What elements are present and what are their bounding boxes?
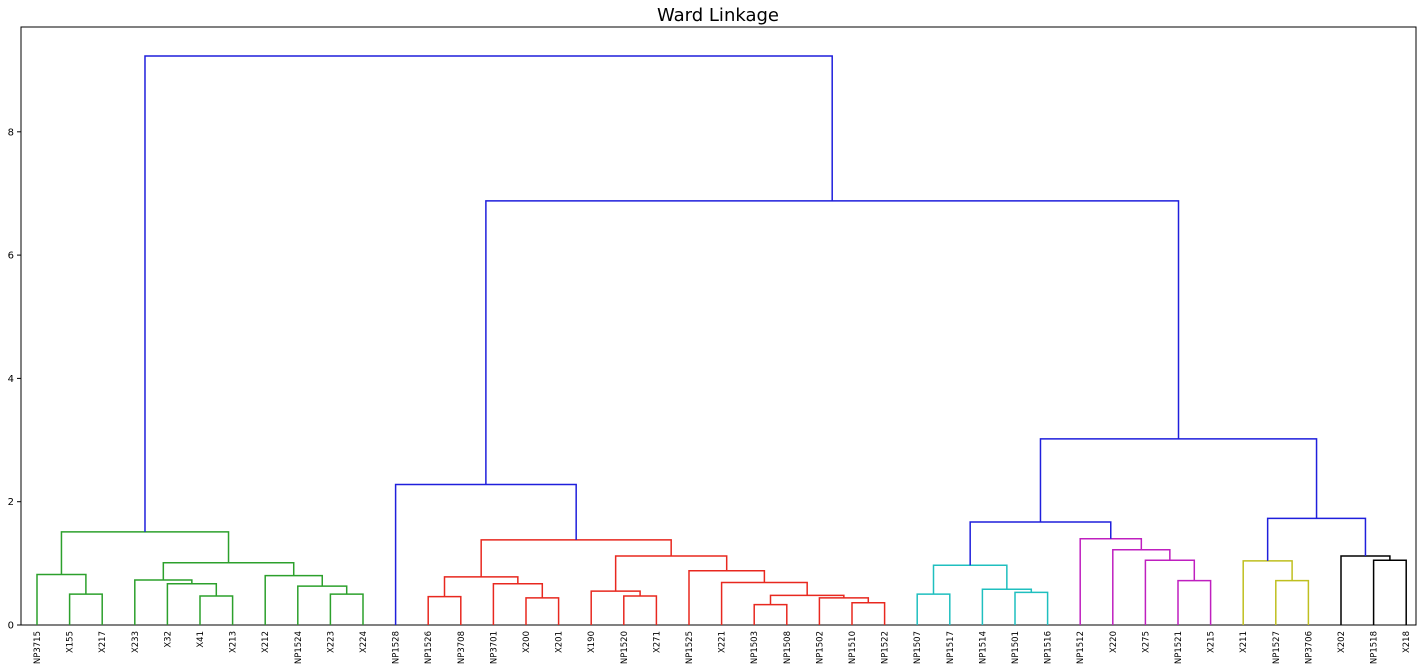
dendrogram-link-r8 xyxy=(851,602,886,625)
leaf-label: X275 xyxy=(1141,631,1151,653)
dendrogram-link-g8 xyxy=(264,574,323,625)
y-tick-label: 4 xyxy=(8,374,14,385)
dendrogram-link-b1 xyxy=(394,483,577,625)
leaf-label: NP1508 xyxy=(783,631,793,664)
dendrogram-link-g6 xyxy=(329,593,364,625)
leaf-label: NP3708 xyxy=(457,631,467,664)
leaf-label: NP3706 xyxy=(1304,631,1314,664)
dendrogram-link-b6 xyxy=(144,55,833,532)
dendrogram-link-g10 xyxy=(60,531,230,575)
dendrogram-link-r12 xyxy=(688,569,766,625)
y-tick-label: 6 xyxy=(8,251,14,262)
leaf-label: X271 xyxy=(652,631,662,653)
leaf-label: X223 xyxy=(326,631,336,653)
leaf-label: NP1516 xyxy=(1044,631,1054,664)
dendrogram-link-b5 xyxy=(485,200,1180,485)
y-tick-label: 0 xyxy=(8,621,14,632)
y-axis: 0 2 4 6 8 xyxy=(8,127,21,632)
leaf-label: NP1510 xyxy=(848,631,858,664)
dendrogram-link-r2 xyxy=(525,597,560,625)
leaf-label: NP1527 xyxy=(1272,631,1282,664)
leaf-label: X201 xyxy=(555,631,565,653)
dendrogram-link-r14 xyxy=(480,539,672,577)
dendrogram-links xyxy=(36,55,1407,625)
leaf-label: X215 xyxy=(1207,631,1217,653)
dendrogram-link-g9 xyxy=(162,561,295,580)
dendrogram-link-r4 xyxy=(443,576,519,597)
dendrogram-link-g5 xyxy=(134,579,193,625)
dendrogram-link-k1 xyxy=(1372,559,1407,625)
dendrogram-link-m2 xyxy=(1144,559,1196,625)
leaf-label: NP3701 xyxy=(489,631,499,664)
dendrogram-link-g7 xyxy=(297,585,348,625)
dendrogram-link-r11 xyxy=(720,581,808,625)
leaf-label: NP1525 xyxy=(685,631,695,664)
leaf-label: X221 xyxy=(718,631,728,653)
leaf-label: NP1514 xyxy=(978,631,988,664)
leaf-label: X220 xyxy=(1109,631,1119,653)
leaf-label: NP1517 xyxy=(946,631,956,664)
leaf-label: NP1528 xyxy=(392,631,402,664)
leaf-label: NP1503 xyxy=(750,631,760,664)
dendrogram-link-c3 xyxy=(981,588,1033,625)
dendrogram-link-c1 xyxy=(916,593,951,625)
leaf-label: X32 xyxy=(163,631,173,648)
leaf-label: X217 xyxy=(98,631,108,653)
dendrogram-link-m3 xyxy=(1112,549,1171,625)
dendrogram-link-y2 xyxy=(1242,560,1293,625)
y-tick-label: 8 xyxy=(8,127,14,138)
leaf-label: X190 xyxy=(587,631,597,653)
leaf-label: NP1522 xyxy=(881,631,891,664)
leaf-label: NP1520 xyxy=(620,631,630,664)
plot-frame xyxy=(20,26,1417,626)
chart-title: Ward Linkage xyxy=(657,5,779,26)
dendrogram-link-g1 xyxy=(68,593,103,625)
leaf-label: NP3715 xyxy=(33,631,43,664)
dendrogram-link-r10 xyxy=(769,594,845,605)
leaf-label: X218 xyxy=(1402,631,1412,653)
dendrogram-link-g3 xyxy=(199,595,234,625)
leaf-label: X211 xyxy=(1239,631,1249,653)
leaf-label: X202 xyxy=(1337,631,1347,653)
leaf-label: X41 xyxy=(196,631,206,648)
leaf-label: X200 xyxy=(522,631,532,653)
leaf-label: NP1518 xyxy=(1370,631,1380,664)
dendrogram-link-k2 xyxy=(1340,555,1391,625)
leaf-label: NP1526 xyxy=(424,631,434,664)
dendrogram-link-r5 xyxy=(623,595,658,625)
dendrogram-link-r3 xyxy=(492,582,544,625)
dendrogram-link-b3 xyxy=(1266,517,1367,561)
dendrogram-link-m4 xyxy=(1079,537,1143,625)
dendrogram-link-g4 xyxy=(166,582,218,625)
leaf-label: NP1501 xyxy=(1011,631,1021,664)
leaf-label: NP1521 xyxy=(1174,631,1184,664)
leaf-label: X224 xyxy=(359,631,369,653)
leaf-label: X213 xyxy=(229,631,239,653)
leaf-label: X233 xyxy=(131,631,141,653)
y-tick-label: 2 xyxy=(8,497,14,508)
dendrogram-link-r6 xyxy=(590,590,641,625)
dendrogram-link-r1 xyxy=(427,595,462,625)
leaf-label: X212 xyxy=(261,631,271,653)
leaf-label: NP1512 xyxy=(1076,631,1086,664)
dendrogram-link-r13 xyxy=(614,555,728,592)
leaf-label: NP1502 xyxy=(815,631,825,664)
dendrogram-link-g2 xyxy=(36,573,87,625)
dendrogram-link-c2 xyxy=(1014,591,1049,625)
leaf-label: NP1507 xyxy=(913,631,923,664)
leaf-label: X155 xyxy=(66,631,76,653)
dendrogram-link-b4 xyxy=(1039,438,1318,523)
dendrogram-link-r9 xyxy=(818,597,870,625)
leaf-labels: NP3715 X155 X217 X233 X32 X41 X213 X212 NP1524 X2… xyxy=(33,631,1412,664)
dendrogram-link-r7 xyxy=(753,603,788,625)
dendrogram-link-y1 xyxy=(1275,579,1310,625)
dendrogram-link-b2 xyxy=(969,521,1112,566)
dendrogram-link-m1 xyxy=(1177,579,1212,625)
leaf-label: NP1524 xyxy=(294,631,304,664)
